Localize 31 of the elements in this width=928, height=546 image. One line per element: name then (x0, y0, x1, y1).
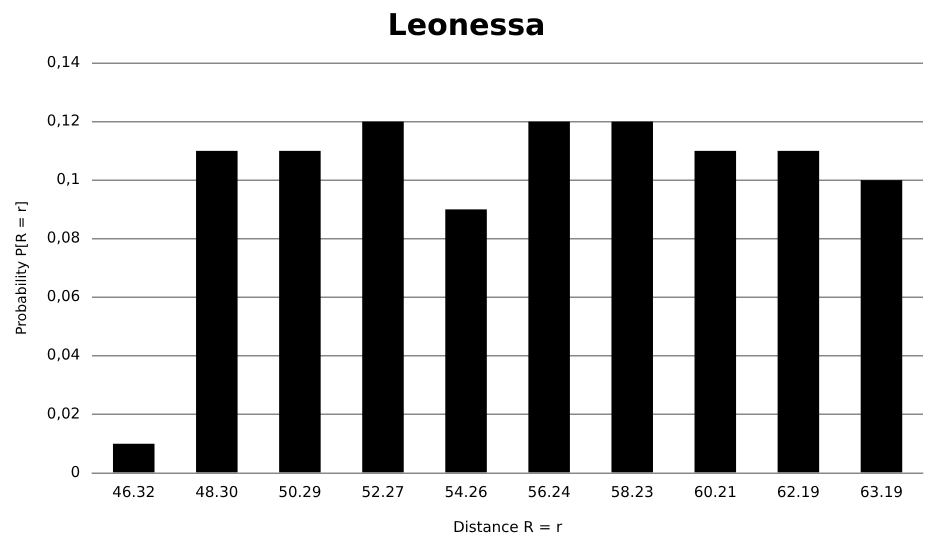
x-tick-label: 58.23 (610, 482, 654, 501)
x-tick-label: 60.21 (694, 482, 737, 501)
chart-title: Leonessa (388, 8, 546, 43)
bar (362, 122, 404, 472)
y-tick-label: 0,08 (46, 228, 80, 247)
y-tick-label: 0 (70, 462, 80, 481)
bar (445, 209, 487, 472)
x-tick-label: 54.26 (444, 482, 488, 501)
x-tick-label: 48.30 (195, 482, 238, 501)
bar (196, 150, 238, 472)
x-tick-label: 50.29 (278, 482, 322, 501)
bar (860, 180, 902, 472)
x-axis-title: Distance R = r (453, 518, 563, 536)
bar (611, 122, 653, 472)
y-tick-label: 0,04 (46, 346, 80, 364)
x-tick-label: 63.19 (860, 482, 903, 501)
bar (778, 150, 820, 472)
y-tick-label: 0,12 (46, 111, 80, 130)
x-tick-label: 46.32 (112, 482, 156, 501)
bar (279, 150, 321, 472)
x-tick-label: 62.19 (776, 482, 820, 501)
y-tick-label: 0,06 (46, 287, 80, 306)
y-axis-title: Probability P[R = r] (14, 201, 30, 335)
x-tick-label: 52.27 (362, 482, 404, 501)
x-tick-label: 56.24 (528, 482, 571, 501)
bar (528, 122, 570, 472)
y-tick-label: 0,02 (46, 404, 80, 422)
y-tick-label: 0,14 (46, 52, 80, 71)
bar (112, 444, 155, 472)
bar (694, 150, 736, 472)
y-tick-label: 0,1 (56, 170, 80, 188)
